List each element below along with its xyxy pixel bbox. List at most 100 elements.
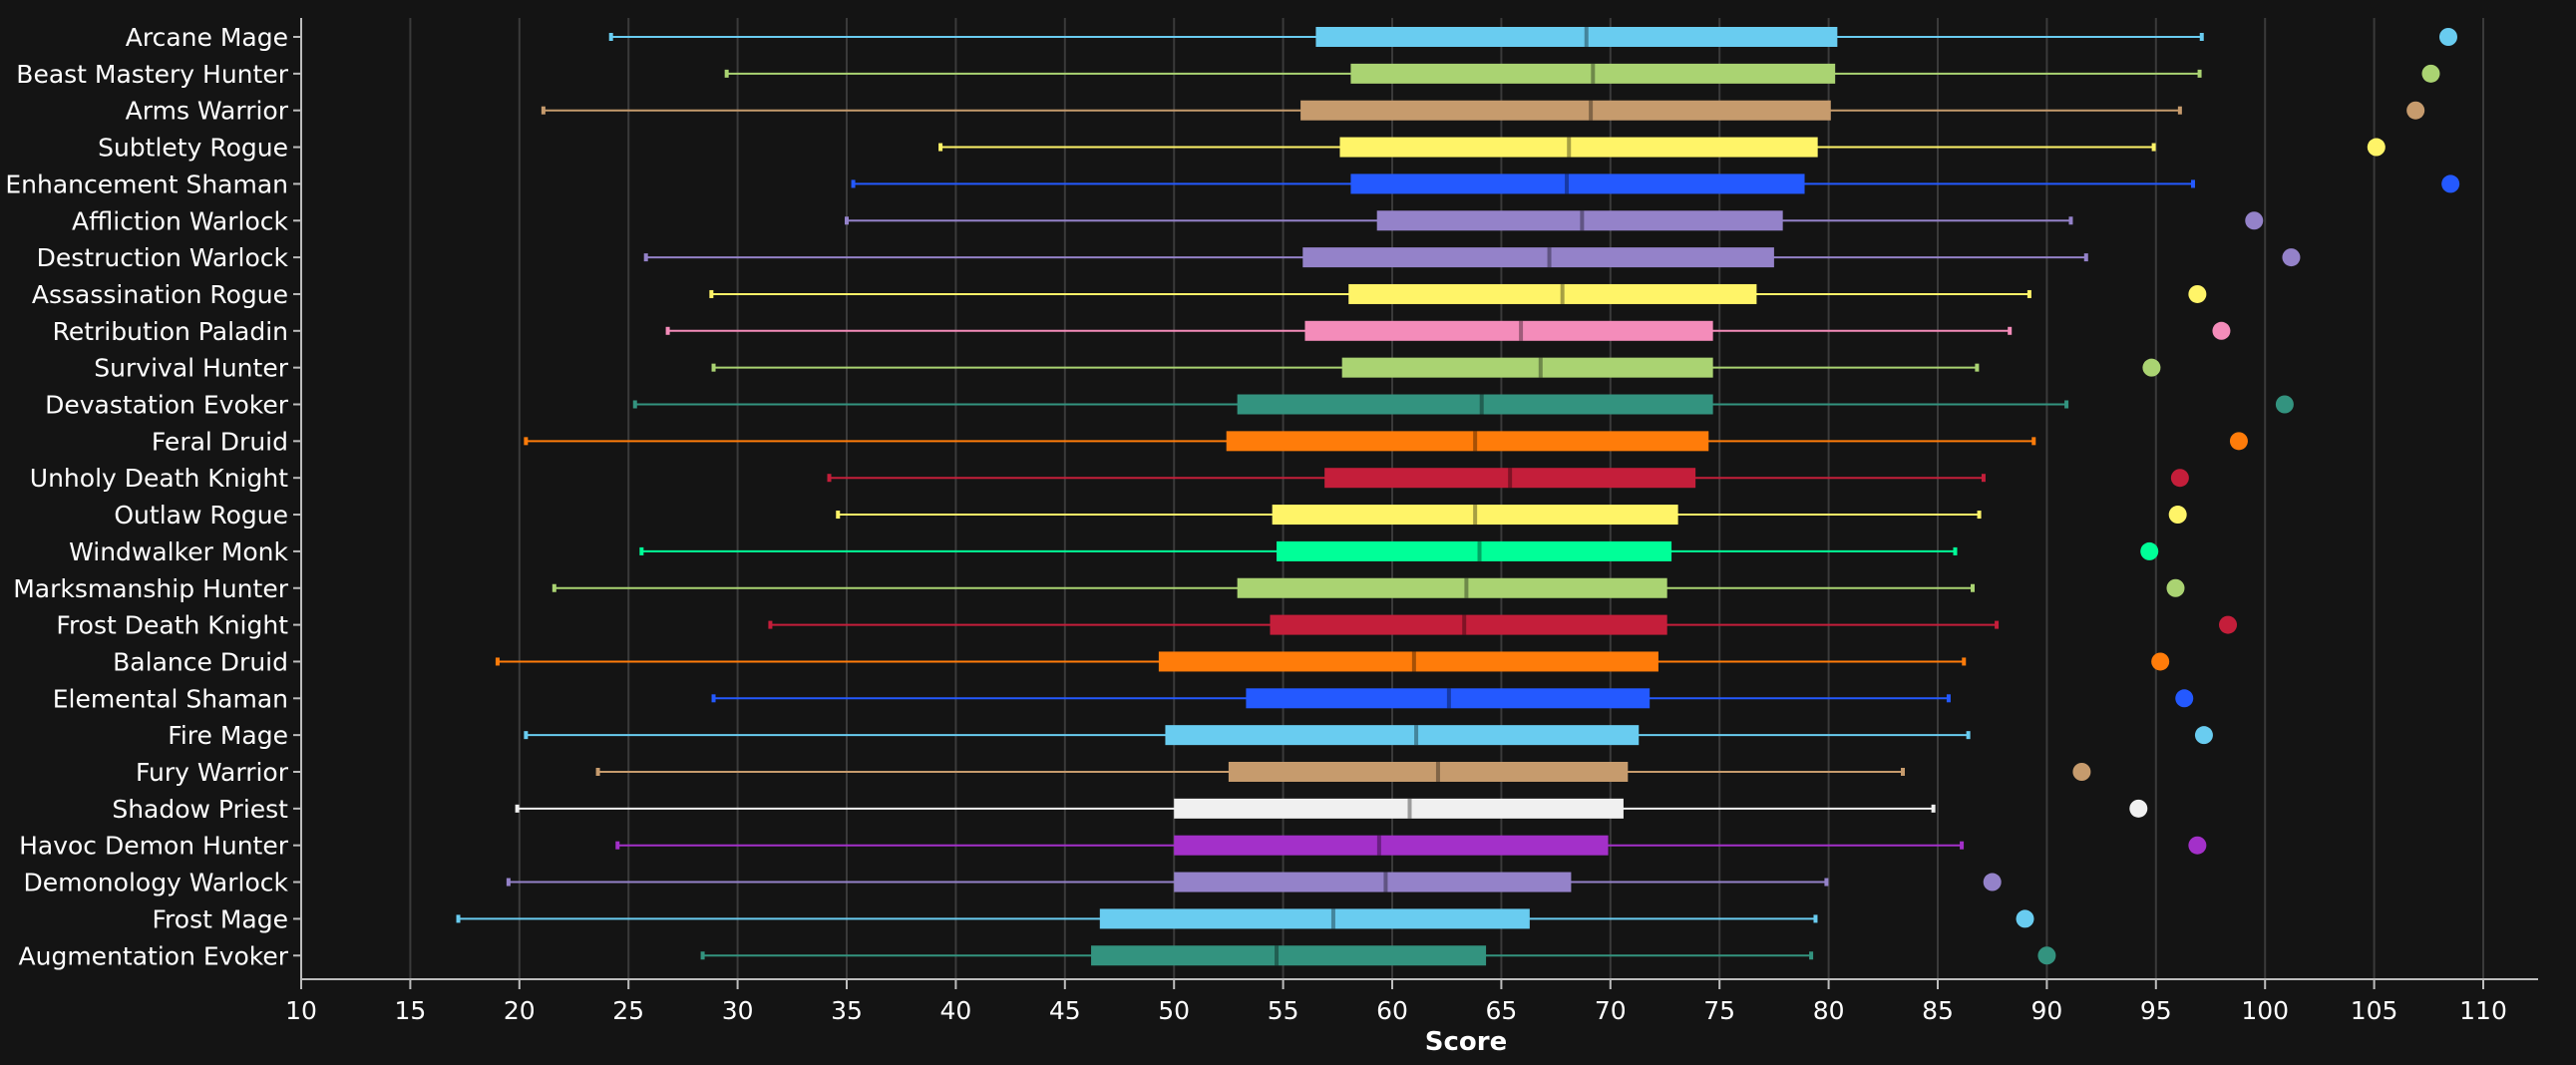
outlier-marksmanship-hunter: [2166, 578, 2185, 597]
iqr-box-destruction-warlock: [1302, 247, 1774, 268]
box-marksmanship-hunter: [552, 577, 1976, 598]
tick-label-25: 25: [612, 996, 644, 1025]
outlier-shadow-priest: [2129, 799, 2148, 818]
iqr-box-assassination-rogue: [1348, 283, 1757, 304]
outlier-enhancement-shaman: [2441, 175, 2460, 193]
iqr-box-arcane-mage: [1315, 27, 1838, 47]
outlier-elemental-shaman: [2175, 689, 2194, 708]
category-label-elemental-shaman: Elemental Shaman: [53, 684, 288, 713]
outlier-destruction-warlock: [2282, 248, 2301, 267]
tick-label-60: 60: [1376, 996, 1408, 1025]
outlier-augmentation-evoker: [2037, 946, 2056, 965]
category-label-balance-druid: Balance Druid: [113, 647, 288, 676]
outlier-fury-warrior: [2072, 763, 2091, 781]
iqr-box-retribution-paladin: [1304, 320, 1713, 341]
box-retribution-paladin: [665, 320, 2013, 341]
outlier-subtlety-rogue: [2367, 138, 2386, 157]
tick-label-55: 55: [1268, 996, 1299, 1025]
outlier-unholy-death-knight: [2170, 469, 2189, 488]
category-label-windwalker-monk: Windwalker Monk: [69, 537, 288, 566]
tick-label-30: 30: [722, 996, 754, 1025]
category-label-havoc-demon-hunter: Havoc Demon Hunter: [19, 832, 289, 861]
box-windwalker-monk: [639, 540, 1958, 561]
outlier-assassination-rogue: [2188, 284, 2207, 303]
category-label-enhancement-shaman: Enhancement Shaman: [5, 170, 288, 198]
category-label-marksmanship-hunter: Marksmanship Hunter: [13, 574, 288, 603]
tick-label-70: 70: [1595, 996, 1627, 1025]
outlier-survival-hunter: [2142, 358, 2161, 377]
outlier-windwalker-monk: [2140, 541, 2159, 560]
box-beast-mastery-hunter: [724, 63, 2202, 84]
iqr-box-demonology-warlock: [1174, 872, 1572, 892]
iqr-box-fire-mage: [1165, 725, 1640, 746]
outlier-arms-warrior: [2406, 101, 2425, 120]
category-label-fury-warrior: Fury Warrior: [136, 758, 289, 787]
tick-label-40: 40: [939, 996, 971, 1025]
tick-label-110: 110: [2459, 996, 2507, 1025]
tick-label-85: 85: [1922, 996, 1954, 1025]
outlier-feral-druid: [2229, 432, 2248, 451]
tick-label-50: 50: [1158, 996, 1190, 1025]
box-subtlety-rogue: [938, 137, 2156, 158]
category-label-arcane-mage: Arcane Mage: [126, 23, 288, 52]
outlier-havoc-demon-hunter: [2188, 836, 2207, 855]
iqr-box-marksmanship-hunter: [1237, 577, 1667, 598]
outlier-retribution-paladin: [2212, 321, 2231, 340]
box-shadow-priest: [515, 798, 1936, 819]
box-balance-druid: [495, 651, 1967, 672]
outliers: [1983, 28, 2460, 965]
outlier-balance-druid: [2151, 652, 2170, 671]
iqr-box-elemental-shaman: [1246, 688, 1651, 709]
tick-label-105: 105: [2351, 996, 2398, 1025]
axes: 10 15 20 25 30 35 40 45 50 55 60 65 70 75 80 85 90 95 100 1…: [285, 18, 2538, 1025]
iqr-box-devastation-evoker: [1237, 394, 1713, 415]
category-label-subtlety-rogue: Subtlety Rogue: [98, 134, 288, 163]
iqr-box-survival-hunter: [1341, 357, 1713, 378]
tick-label-15: 15: [394, 996, 426, 1025]
outlier-outlaw-rogue: [2168, 506, 2187, 525]
category-label-fire-mage: Fire Mage: [168, 721, 288, 750]
iqr-box-outlaw-rogue: [1272, 505, 1678, 526]
category-label-beast-mastery-hunter: Beast Mastery Hunter: [16, 60, 288, 89]
category-labels: Arcane Mage Beast Mastery Hunter Arms Warr…: [5, 23, 288, 970]
iqr-box-fury-warrior: [1228, 762, 1629, 782]
box-demonology-warlock: [506, 872, 1829, 892]
iqr-box-affliction-warlock: [1376, 210, 1783, 231]
box-devastation-evoker: [632, 394, 2069, 415]
box-havoc-demon-hunter: [615, 835, 1965, 856]
iqr-box-feral-druid: [1226, 431, 1709, 452]
box-frost-mage: [456, 908, 1818, 929]
box-fury-warrior: [595, 762, 1905, 782]
box-feral-druid: [524, 431, 2036, 452]
tick-label-90: 90: [2030, 996, 2062, 1025]
outlier-frost-mage: [2016, 909, 2034, 928]
outlier-frost-death-knight: [2219, 615, 2238, 634]
iqr-box-unholy-death-knight: [1324, 468, 1696, 489]
x-axis-title: Score: [1425, 1027, 1507, 1057]
iqr-box-windwalker-monk: [1277, 540, 1672, 561]
box-augmentation-evoker: [700, 945, 1814, 966]
tick-label-95: 95: [2140, 996, 2172, 1025]
iqr-box-arms-warrior: [1300, 100, 1831, 121]
iqr-box-frost-mage: [1099, 908, 1530, 929]
box-assassination-rogue: [709, 283, 2031, 304]
tick-label-100: 100: [2241, 996, 2289, 1025]
category-label-affliction-warlock: Affliction Warlock: [72, 206, 289, 235]
box-survival-hunter: [711, 357, 1980, 378]
outlier-fire-mage: [2194, 726, 2213, 745]
category-label-devastation-evoker: Devastation Evoker: [45, 391, 289, 420]
category-label-feral-druid: Feral Druid: [152, 427, 288, 456]
iqr-box-subtlety-rogue: [1339, 137, 1818, 158]
box-affliction-warlock: [845, 210, 2073, 231]
box-frost-death-knight: [768, 614, 2000, 635]
outlier-beast-mastery-hunter: [2421, 64, 2440, 83]
iqr-box-frost-death-knight: [1270, 614, 1667, 635]
category-label-retribution-paladin: Retribution Paladin: [53, 317, 288, 346]
tick-label-35: 35: [831, 996, 863, 1025]
outlier-affliction-warlock: [2245, 211, 2264, 230]
box-fire-mage: [524, 725, 1971, 746]
outlier-arcane-mage: [2438, 28, 2457, 46]
category-label-outlaw-rogue: Outlaw Rogue: [114, 501, 288, 530]
